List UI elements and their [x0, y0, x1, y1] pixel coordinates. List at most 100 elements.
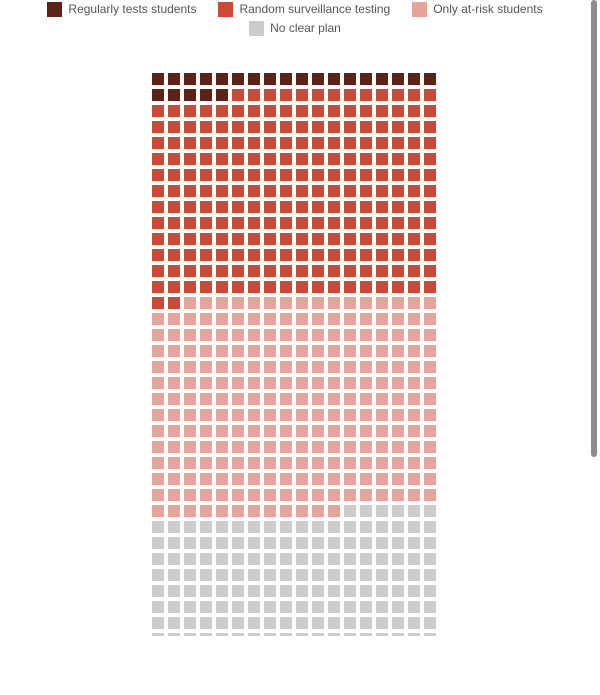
waffle-cell: [280, 153, 292, 165]
waffle-cell: [152, 633, 164, 636]
waffle-cell: [312, 457, 324, 469]
waffle-cell: [328, 409, 340, 421]
waffle-cell: [200, 393, 212, 405]
waffle-cell: [344, 329, 356, 341]
waffle-cell: [376, 537, 388, 549]
waffle-cell: [216, 345, 228, 357]
waffle-cell: [328, 553, 340, 565]
waffle-cell: [232, 361, 244, 373]
waffle-cell: [168, 473, 180, 485]
waffle-cell: [424, 473, 436, 485]
waffle-cell: [248, 361, 260, 373]
waffle-cell: [216, 73, 228, 85]
waffle-cell: [296, 297, 308, 309]
waffle-cell: [312, 537, 324, 549]
waffle-cell: [392, 617, 404, 629]
waffle-cell: [200, 217, 212, 229]
waffle-cell: [280, 473, 292, 485]
waffle-cell: [200, 249, 212, 261]
waffle-cell: [312, 313, 324, 325]
waffle-cell: [392, 153, 404, 165]
waffle-cell: [216, 425, 228, 437]
waffle-cell: [200, 89, 212, 101]
waffle-cell: [152, 585, 164, 597]
waffle-cell: [280, 345, 292, 357]
waffle-cell: [232, 297, 244, 309]
waffle-cell: [232, 617, 244, 629]
waffle-cell: [424, 393, 436, 405]
waffle-cell: [328, 297, 340, 309]
waffle-cell: [152, 537, 164, 549]
waffle-cell: [216, 633, 228, 636]
scrollbar-thumb[interactable]: [591, 0, 597, 457]
waffle-cell: [264, 281, 276, 293]
waffle-cell: [248, 521, 260, 533]
waffle-cell: [248, 281, 260, 293]
waffle-cell: [216, 281, 228, 293]
waffle-cell: [424, 489, 436, 501]
waffle-cell: [424, 553, 436, 565]
waffle-cell: [232, 185, 244, 197]
waffle-cell: [392, 217, 404, 229]
waffle-cell: [392, 249, 404, 261]
waffle-cell: [184, 617, 196, 629]
waffle-cell: [184, 409, 196, 421]
waffle-cell: [376, 233, 388, 245]
waffle-cell: [248, 201, 260, 213]
waffle-cell: [248, 121, 260, 133]
waffle-cell: [280, 521, 292, 533]
waffle-cell: [360, 601, 372, 613]
waffle-cell: [200, 505, 212, 517]
waffle-cell: [152, 505, 164, 517]
waffle-cell: [376, 569, 388, 581]
waffle-cell: [184, 441, 196, 453]
waffle-cell: [312, 425, 324, 437]
waffle-cell: [168, 489, 180, 501]
waffle-cell: [408, 169, 420, 181]
waffle-cell: [296, 233, 308, 245]
waffle-cell: [184, 505, 196, 517]
waffle-cell: [344, 441, 356, 453]
waffle-cell: [376, 137, 388, 149]
waffle-cell: [312, 281, 324, 293]
waffle-cell: [216, 233, 228, 245]
waffle-cell: [216, 313, 228, 325]
waffle-cell: [216, 201, 228, 213]
waffle-cell: [264, 457, 276, 469]
waffle-cell: [328, 185, 340, 197]
waffle-cell: [296, 105, 308, 117]
waffle-cell: [296, 169, 308, 181]
waffle-cell: [376, 105, 388, 117]
waffle-cell: [344, 377, 356, 389]
waffle-cell: [408, 521, 420, 533]
waffle-cell: [408, 457, 420, 469]
waffle-cell: [296, 393, 308, 405]
waffle-cell: [376, 393, 388, 405]
waffle-cell: [168, 89, 180, 101]
waffle-cell: [184, 105, 196, 117]
waffle-cell: [168, 633, 180, 636]
waffle-cell: [232, 105, 244, 117]
waffle-cell: [216, 521, 228, 533]
waffle-cell: [344, 601, 356, 613]
waffle-cell: [232, 489, 244, 501]
waffle-cell: [360, 169, 372, 181]
waffle-cell: [200, 537, 212, 549]
waffle-cell: [280, 105, 292, 117]
waffle-cell: [264, 89, 276, 101]
waffle-cell: [248, 489, 260, 501]
waffle-cell: [296, 457, 308, 469]
waffle-cell: [408, 313, 420, 325]
waffle-cell: [248, 393, 260, 405]
waffle-cell: [168, 377, 180, 389]
waffle-cell: [312, 553, 324, 565]
waffle-cell: [296, 377, 308, 389]
waffle-cell: [344, 137, 356, 149]
waffle-cell: [408, 633, 420, 636]
waffle-cell: [424, 569, 436, 581]
waffle-cell: [152, 249, 164, 261]
waffle-cell: [152, 441, 164, 453]
waffle-cell: [216, 409, 228, 421]
waffle-cell: [408, 89, 420, 101]
waffle-cell: [312, 345, 324, 357]
